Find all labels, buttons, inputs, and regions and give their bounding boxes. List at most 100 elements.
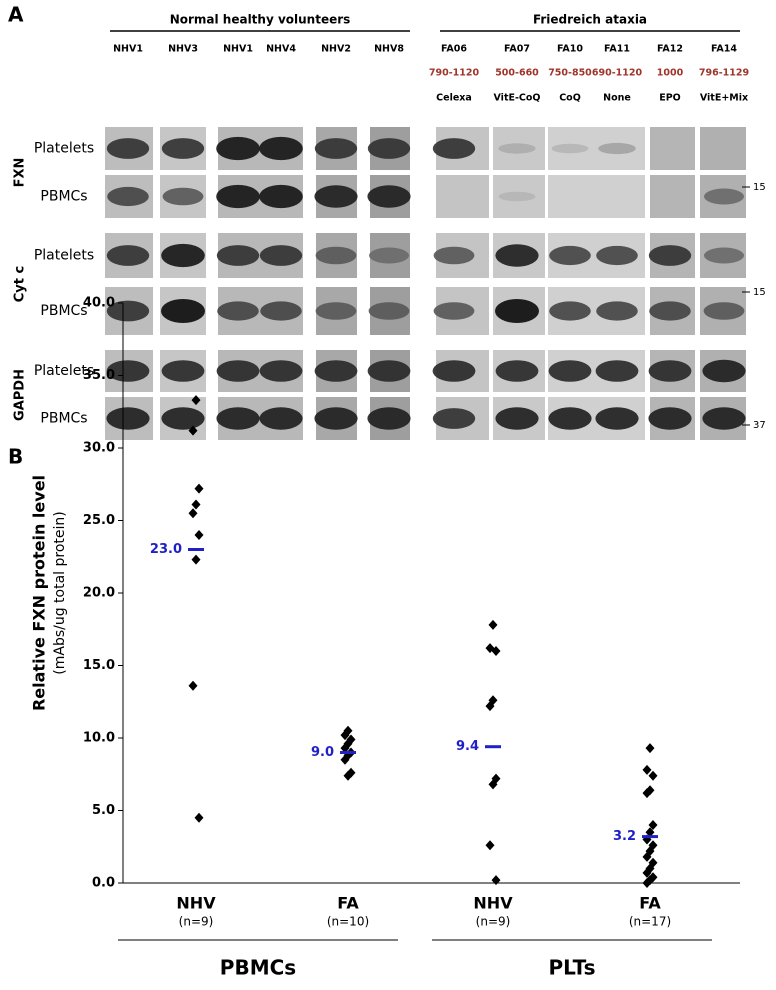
data-point: [191, 499, 201, 510]
data-point: [191, 554, 201, 565]
blot-band: [259, 184, 303, 209]
sample-dose: 796-1129: [699, 68, 749, 79]
blot-box: [436, 175, 489, 218]
blot-band: [161, 407, 205, 430]
group-title: Friedreich ataxia: [533, 13, 647, 27]
supergroup-label: PBMCs: [220, 956, 296, 980]
sample-id: NHV1: [113, 44, 143, 55]
blot-band: [548, 360, 592, 382]
sample-treatment: VitE+Mix: [700, 93, 748, 104]
sample-id: FA12: [657, 44, 683, 55]
blot-box: [650, 175, 695, 218]
blot-band: [314, 138, 358, 159]
mw-marker: 15: [753, 182, 766, 193]
sample-dose: 750-850: [548, 68, 592, 79]
data-point: [491, 875, 501, 886]
blot-band: [106, 245, 150, 266]
blot-band: [495, 360, 539, 382]
data-point: [642, 851, 652, 862]
blot-band: [648, 407, 692, 430]
mean-label: 9.4: [456, 739, 479, 754]
row-label: Platelets: [34, 248, 94, 264]
y-axis-title: Relative FXN protein level: [30, 475, 49, 711]
sample-dose: 790-1120: [429, 68, 480, 79]
sample-id: FA14: [711, 44, 737, 55]
blot-band: [216, 184, 260, 209]
blot-band: [107, 186, 149, 207]
blot-band: [367, 360, 411, 382]
group-n: (n=10): [327, 915, 369, 929]
data-point: [194, 530, 204, 540]
blot-band: [162, 187, 204, 206]
blot-band: [314, 360, 358, 382]
blot-band: [432, 138, 476, 159]
blot-band: [495, 299, 539, 323]
row-label: PBMCs: [40, 303, 87, 319]
y-tick-label: 40.0: [83, 296, 115, 311]
blot-band: [161, 138, 205, 159]
blot-band: [315, 246, 357, 265]
sample-dose: 690-1120: [592, 68, 643, 79]
y-tick-label: 5.0: [92, 803, 115, 818]
y-tick-label: 15.0: [83, 658, 115, 673]
blot-band: [432, 408, 476, 429]
blot-band: [549, 301, 591, 321]
data-point: [485, 701, 495, 712]
blot-band: [369, 247, 409, 264]
blot-band: [498, 143, 536, 154]
blot-band: [314, 185, 358, 208]
supergroup-label: PLTs: [549, 956, 596, 980]
blot-band: [432, 360, 476, 382]
data-point: [488, 779, 498, 790]
data-point: [642, 788, 652, 799]
blot-band: [216, 360, 260, 382]
blot-band: [649, 301, 691, 321]
data-point: [491, 646, 501, 656]
sample-treatment: EPO: [659, 93, 681, 104]
blot-band: [596, 245, 638, 266]
data-point: [488, 619, 498, 630]
data-point: [645, 827, 655, 838]
data-point: [188, 508, 198, 519]
sample-id: NHV2: [321, 44, 351, 55]
blot-band: [368, 302, 410, 320]
sample-id: NHV4: [266, 44, 296, 55]
blot-band: [367, 407, 411, 430]
mw-marker: 37: [753, 420, 766, 431]
sample-id: FA06: [441, 44, 467, 55]
sample-dose: 1000: [657, 68, 684, 79]
panel-label: B: [8, 445, 23, 469]
data-point: [642, 867, 652, 878]
data-point: [645, 743, 655, 754]
blot-band: [549, 245, 591, 266]
blot-band: [595, 407, 639, 430]
blot-band: [648, 360, 692, 382]
blot-box: [700, 127, 746, 170]
row-label: Platelets: [34, 363, 94, 379]
blot-band: [598, 142, 636, 155]
blot-band: [703, 302, 745, 320]
blot-band: [259, 136, 303, 161]
data-point: [648, 820, 658, 830]
blot-band: [702, 407, 746, 430]
group-n: (n=9): [179, 915, 214, 929]
data-point: [194, 483, 204, 494]
blot-band: [259, 245, 303, 266]
panel-label: A: [8, 3, 24, 27]
data-point: [340, 743, 350, 754]
blot-band: [216, 245, 260, 266]
blot-band: [704, 247, 744, 264]
protein-label: Cyt c: [13, 266, 28, 302]
y-tick-label: 30.0: [83, 441, 115, 456]
row-label: PBMCs: [40, 411, 87, 427]
blot-band: [260, 301, 302, 321]
data-point: [343, 770, 353, 781]
y-tick-label: 10.0: [83, 731, 115, 746]
mean-label: 9.0: [311, 745, 334, 760]
sample-treatment: VitE-CoQ: [494, 93, 541, 104]
data-point: [648, 770, 658, 781]
blot-box: [650, 127, 695, 170]
blot-band: [314, 407, 358, 430]
blot-band: [433, 246, 475, 265]
blot-band: [106, 138, 150, 159]
